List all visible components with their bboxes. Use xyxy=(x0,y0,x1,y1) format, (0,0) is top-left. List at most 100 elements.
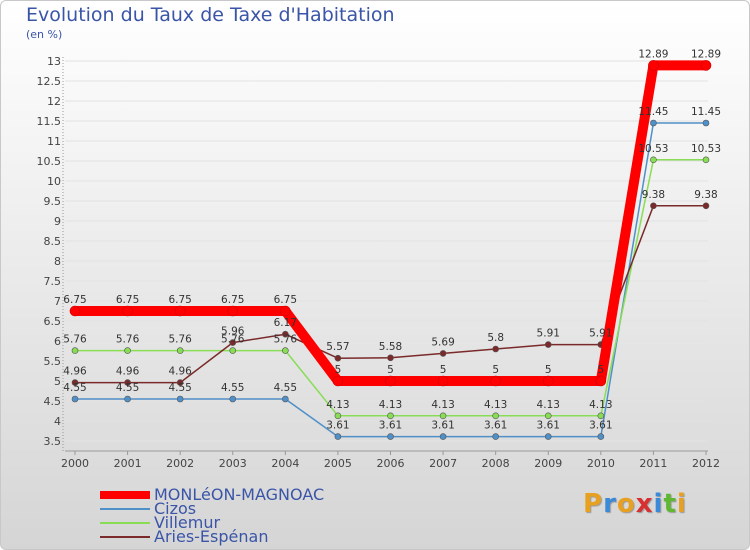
logo-letter: r xyxy=(603,489,617,519)
data-label: 6.75 xyxy=(116,294,139,306)
data-point xyxy=(280,305,291,317)
data-label: 5.91 xyxy=(537,328,560,340)
data-label: 4.55 xyxy=(274,382,297,394)
data-point xyxy=(124,395,131,403)
data-label: 4.13 xyxy=(379,399,402,411)
data-label: 9.38 xyxy=(694,189,717,201)
axes: 3.544.555.566.577.588.599.51010.51111.51… xyxy=(37,55,721,470)
data-point xyxy=(176,347,184,354)
data-point xyxy=(334,433,342,440)
data-point xyxy=(439,412,447,420)
data-label: 5.76 xyxy=(221,334,245,346)
x-tick-label: 2011 xyxy=(639,457,667,470)
data-label: 5.91 xyxy=(589,328,612,340)
logo-letter: t xyxy=(663,489,677,519)
data-label: 6.75 xyxy=(274,294,297,306)
x-tick-label: 2012 xyxy=(692,457,720,470)
legend-swatch xyxy=(100,536,150,538)
data-label: 4.13 xyxy=(537,399,560,411)
data-point xyxy=(71,395,79,403)
data-point xyxy=(71,347,79,354)
data-point xyxy=(702,156,710,164)
data-point xyxy=(176,395,184,403)
y-tick-label: 12 xyxy=(47,95,61,108)
data-point xyxy=(702,202,710,210)
y-tick-label: 8 xyxy=(54,255,61,268)
data-point xyxy=(542,375,554,387)
data-point xyxy=(229,347,237,354)
y-tick-label: 5.5 xyxy=(44,355,62,368)
data-point xyxy=(387,433,394,440)
y-tick-label: 4.5 xyxy=(44,395,62,408)
logo-letter: i xyxy=(676,489,687,519)
y-tick-label: 13 xyxy=(47,55,61,68)
legend-swatch xyxy=(100,522,150,524)
data-label: 4.55 xyxy=(63,382,86,394)
data-label: 5 xyxy=(597,364,604,376)
data-label: 11.45 xyxy=(638,106,668,118)
x-tick-label: 2004 xyxy=(271,457,299,470)
data-point xyxy=(227,305,239,317)
data-label: 3.61 xyxy=(431,420,454,432)
data-point xyxy=(69,305,81,317)
data-label: 4.55 xyxy=(221,382,244,394)
data-point xyxy=(124,347,131,354)
data-label: 5.76 xyxy=(274,334,298,346)
data-point xyxy=(595,375,607,387)
data-label: 12.89 xyxy=(691,48,721,60)
y-tick-label: 9 xyxy=(54,215,61,228)
legend-label: MONLéON-MAGNOAC xyxy=(154,485,325,504)
y-tick-label: 6 xyxy=(54,335,61,348)
data-point xyxy=(439,433,447,440)
data-point xyxy=(387,354,394,362)
data-label: 4.13 xyxy=(484,399,507,411)
data-label: 6.17 xyxy=(274,317,297,329)
data-label: 6.75 xyxy=(63,294,86,306)
data-label: 5 xyxy=(387,364,394,376)
logo-letter: x xyxy=(635,489,654,519)
data-point xyxy=(334,354,342,362)
data-label: 5.58 xyxy=(379,341,402,353)
y-tick-label: 3.5 xyxy=(44,435,62,448)
data-label: 9.38 xyxy=(642,189,665,201)
data-point xyxy=(544,433,552,440)
y-tick-label: 4 xyxy=(54,415,61,428)
data-point xyxy=(437,375,449,387)
y-tick-label: 8.5 xyxy=(44,235,62,248)
x-tick-label: 2010 xyxy=(587,457,615,470)
x-tick-label: 2005 xyxy=(324,457,352,470)
x-tick-label: 2007 xyxy=(429,457,457,470)
data-label: 5.76 xyxy=(63,334,87,346)
data-label: 3.61 xyxy=(589,420,612,432)
data-label: 11.45 xyxy=(691,106,721,118)
data-label: 4.96 xyxy=(116,366,140,378)
data-label: 5.69 xyxy=(431,336,454,348)
logo-letter: o xyxy=(616,489,636,519)
data-point xyxy=(544,412,552,420)
data-label: 4.96 xyxy=(63,366,87,378)
data-point xyxy=(332,375,344,387)
data-label: 3.61 xyxy=(326,420,349,432)
data-label: 4.55 xyxy=(168,382,191,394)
data-label: 6.75 xyxy=(221,294,244,306)
data-point xyxy=(490,375,501,387)
data-point xyxy=(650,156,657,164)
data-point xyxy=(702,119,710,127)
data-label: 10.53 xyxy=(691,143,721,155)
data-label: 4.13 xyxy=(589,399,612,411)
data-label: 5.57 xyxy=(326,341,349,353)
data-point xyxy=(544,341,552,348)
proxiti-logo: Proxiti xyxy=(583,489,687,519)
legend-label: Cizos xyxy=(154,499,197,518)
data-label: 12.89 xyxy=(638,48,668,60)
x-tick-label: 2006 xyxy=(377,457,405,470)
data-point xyxy=(387,412,394,420)
data-label: 5.8 xyxy=(487,332,504,344)
legend-label: Villemur xyxy=(154,513,221,532)
data-point xyxy=(597,412,605,420)
data-label: 10.53 xyxy=(638,143,668,155)
data-point xyxy=(71,379,79,386)
data-label: 4.13 xyxy=(431,399,454,411)
